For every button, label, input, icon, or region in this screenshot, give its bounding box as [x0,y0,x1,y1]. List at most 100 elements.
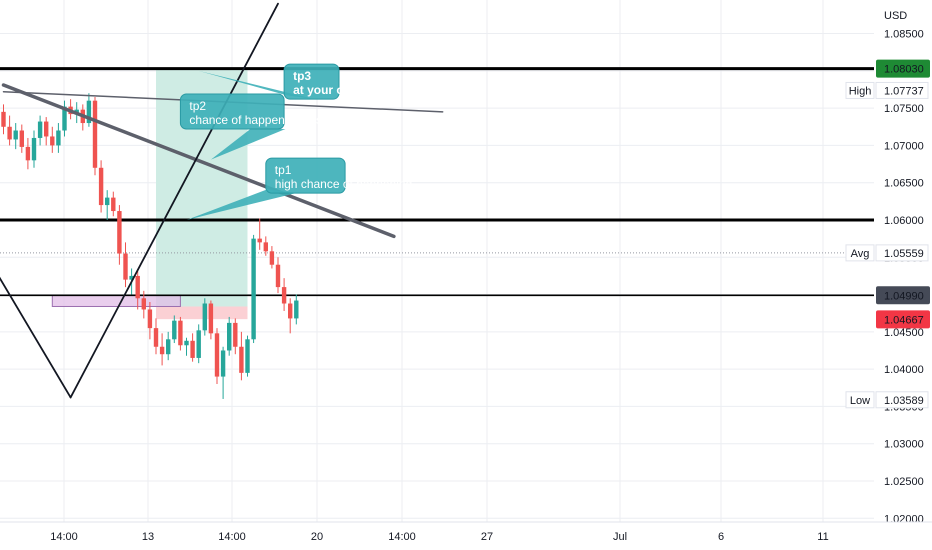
y-tick-label: 1.06500 [884,178,924,190]
stat-tag: Low [850,395,870,407]
x-tick-label: 27 [481,531,493,543]
x-tick-label: Jul [613,531,627,543]
stat-tag: High [849,85,872,97]
callout-text: tp1 [275,163,292,177]
callout-text: at your own risk [293,83,385,97]
candle-body [269,251,275,265]
candle-body [111,197,116,212]
callout-text: high chance of happening [275,177,412,191]
candle-body [92,100,98,168]
price-axis-label [876,286,930,305]
y-tick-label: 1.07500 [884,103,924,115]
callout-text: tp3 [293,69,311,83]
candle-body [86,100,92,124]
y-tick-label: 1.07000 [884,140,924,152]
candle-body [288,303,293,319]
candle-body [31,137,37,161]
x-tick-label: 13 [142,531,154,543]
stop-loss-zone [156,306,248,320]
candle-body [117,211,122,254]
callout-pointer [210,129,286,160]
candle-body [1,111,6,127]
currency-label: USD [884,10,907,22]
trend-line [0,276,72,399]
x-tick-label: 6 [718,531,724,543]
candle-body [44,121,49,137]
y-tick-label: 1.04000 [884,364,924,376]
price-axis-label [876,59,930,78]
trend-line [1,83,396,239]
candle-body [56,130,61,146]
candle-body [19,130,24,147]
stat-value: 1.05559 [884,248,924,260]
stat-value-box [875,81,929,99]
x-tick-label: 14:00 [218,531,246,543]
stat-value-box [875,244,929,262]
candle-body [141,298,146,310]
candle-body [62,106,67,131]
candle-body [123,253,128,280]
candle-body [50,136,55,146]
candle-body [227,322,232,351]
y-tick-label: 1.08500 [884,29,924,41]
callout-box [283,63,340,100]
candle-body [190,340,195,358]
callout-pointer [186,189,296,220]
stat-tag-box [845,244,875,262]
y-tick-label: 1.03000 [884,439,924,451]
candle-body [196,330,201,358]
candle-body [105,197,110,206]
candle-body [281,287,287,304]
y-tick-label: 1.02500 [884,476,924,488]
price-axis-label-text: 1.04990 [884,290,924,302]
candle-body [245,339,250,373]
x-tick-label: 11 [817,531,828,543]
callout-text: chance of happening is sligthly lo [189,113,365,127]
stat-value: 1.03589 [884,395,924,407]
candle-body [13,130,18,140]
candle-body [178,320,183,346]
candle-body [208,303,214,334]
stat-value: 1.07737 [884,85,924,97]
candle-body [147,309,153,329]
candle-body [251,238,256,340]
callout-box [265,157,346,194]
candle-body [233,322,238,347]
y-tick-label: 1.06000 [884,215,924,227]
candle-body [159,346,165,355]
candle-body [220,350,226,377]
x-tick-label: 14:00 [388,531,416,543]
candle-body [184,340,189,346]
candle-body [263,242,268,252]
candle-body [172,320,177,340]
candle-body [153,328,159,347]
price-axis-label-text: 1.04667 [884,314,924,326]
stat-tag: Avg [851,248,870,260]
candle-body [202,303,207,331]
candle-body [129,275,134,280]
candle-body [7,126,12,140]
candle-body [239,346,244,373]
candle-body [257,238,262,243]
candle-body [98,167,104,206]
candle-body [135,275,140,299]
entry-zone [51,294,181,307]
price-axis-label-text: 1.08030 [884,64,924,76]
candle-body [275,264,281,288]
candle-body [294,300,299,319]
price-axis-label [876,310,930,329]
stat-tag-box [845,81,875,99]
stat-tag-box [845,391,875,409]
callout-text: tp2 [189,99,206,113]
x-tick-label: 20 [311,531,323,543]
candle-body [37,121,43,138]
candle-body [25,146,31,161]
stat-value-box [875,391,929,409]
callout-box [179,93,285,130]
x-tick-label: 14:00 [50,531,78,543]
